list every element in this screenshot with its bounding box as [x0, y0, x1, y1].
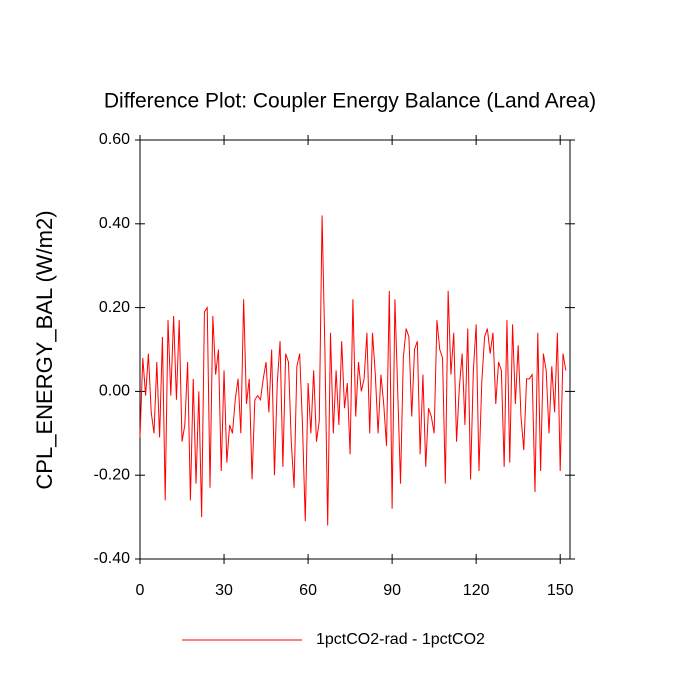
x-tick-label: 0 [136, 582, 145, 599]
plot-frame [139, 139, 571, 560]
y-axis-label: CPL_ENERGY_BAL (W/m2) [32, 210, 57, 489]
x-tick-label: 30 [215, 582, 233, 599]
y-tick-label: -0.40 [94, 550, 131, 567]
x-tick-label: 150 [547, 582, 574, 599]
y-tick-label: 0.00 [99, 383, 130, 400]
legend-label: 1pctCO2-rad - 1pctCO2 [316, 631, 485, 648]
chart-title: Difference Plot: Coupler Energy Balance … [104, 90, 596, 113]
x-tick-label: 60 [299, 582, 317, 599]
y-tick-label: 0.20 [99, 299, 130, 316]
y-tick-label: -0.20 [94, 466, 131, 483]
x-tick-label: 120 [463, 582, 490, 599]
x-tick-label: 90 [383, 582, 401, 599]
y-tick-label: 0.60 [99, 131, 130, 148]
data-line [139, 215, 567, 526]
y-tick-label: 0.40 [99, 215, 130, 232]
